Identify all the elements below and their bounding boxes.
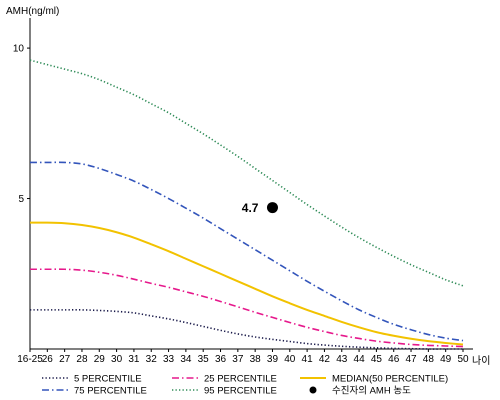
legend-label: 95 PERCENTILE <box>204 386 277 397</box>
legend-label: 25 PERCENTILE <box>204 374 277 385</box>
x-tick-label: 26 <box>42 354 54 365</box>
x-tick-label: 45 <box>371 354 383 365</box>
x-tick-label: 29 <box>94 354 106 365</box>
legend: 5 PERCENTILE 25 PERCENTILE MEDIAN(50 PERCE… <box>42 374 448 397</box>
legend-label: 75 PERCENTILE <box>74 386 147 397</box>
data-points: 4.7 <box>242 201 278 215</box>
x-tick-label: 34 <box>180 354 192 365</box>
x-tick-label: 28 <box>76 354 88 365</box>
legend-label: MEDIAN(50 PERCENTILE) <box>332 374 448 385</box>
legend-label: 수진자의 AMH 농도 <box>332 386 411 397</box>
y-tick-labels: 5 10 <box>13 44 30 205</box>
data-point-0 <box>266 202 278 214</box>
series-line-4 <box>29 59 464 287</box>
legend-label: 5 PERCENTILE <box>74 374 142 385</box>
x-tick-label: 49 <box>440 354 452 365</box>
data-point-label: 4.7 <box>242 201 259 215</box>
x-tick-label: 32 <box>146 354 158 365</box>
x-tick-label: 40 <box>284 354 296 365</box>
x-tick-label: 39 <box>267 354 279 365</box>
x-tick-label: 38 <box>250 354 262 365</box>
series-line-2 <box>29 221 464 346</box>
x-tick-label: 16-25 <box>17 354 43 365</box>
x-tick-label: 35 <box>198 354 210 365</box>
x-tick-label: 31 <box>128 354 140 365</box>
x-tick-label: 48 <box>423 354 435 365</box>
x-tick-label: 30 <box>111 354 123 365</box>
series-line-1 <box>30 268 464 348</box>
x-tick-label: 46 <box>388 354 400 365</box>
x-axis-title: 나이 <box>472 355 490 367</box>
axes <box>29 18 473 350</box>
y-tick-label: 10 <box>13 44 25 55</box>
legend-marker-point <box>309 386 317 394</box>
x-tick-label: 37 <box>232 354 244 365</box>
x-tick-label: 50 <box>457 354 469 365</box>
series-line-0 <box>30 309 463 350</box>
x-tick-label: 44 <box>354 354 366 365</box>
series-lines <box>29 59 464 350</box>
series-line-3 <box>29 161 464 342</box>
y-tick-label: 5 <box>18 194 24 205</box>
x-tick-label: 43 <box>336 354 348 365</box>
x-tick-label: 47 <box>405 354 417 365</box>
x-tick-label: 33 <box>163 354 175 365</box>
x-tick-label: 41 <box>302 354 314 365</box>
x-tick-label: 27 <box>59 354 71 365</box>
x-tick-label: 42 <box>319 354 331 365</box>
y-axis-title: AMH(ng/ml) <box>6 6 59 17</box>
x-tick-label: 36 <box>215 354 227 365</box>
